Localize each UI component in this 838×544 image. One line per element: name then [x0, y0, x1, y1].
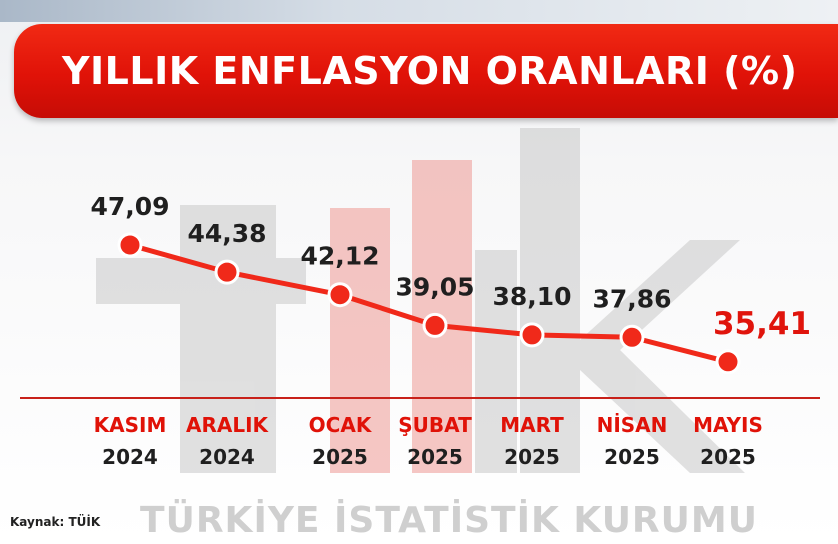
x-tick-label-month: MAYIS [693, 413, 763, 437]
x-tick-label-month: NİSAN [597, 413, 668, 437]
data-label: 37,86 [592, 284, 671, 313]
x-tick-label-year: 2025 [407, 445, 463, 469]
x-tick-label-year: 2025 [700, 445, 756, 469]
x-tick-label-month: KASIM [94, 413, 167, 437]
x-tick-label-year: 2024 [102, 445, 158, 469]
data-point [117, 232, 143, 258]
chart-title: YILLIK ENFLASYON ORANLARI (%) [62, 49, 798, 93]
top-strip [0, 0, 838, 22]
data-label: 47,09 [90, 192, 169, 221]
title-banner [14, 24, 838, 118]
data-label: 42,12 [300, 242, 379, 271]
source-note: Kaynak: TÜİK [10, 515, 101, 529]
tuik-watermark-logo [96, 128, 745, 473]
data-point [422, 312, 448, 338]
data-label: 35,41 [713, 306, 811, 342]
x-tick-label-year: 2024 [199, 445, 255, 469]
footer-watermark: TÜRKİYE İSTATİSTİK KURUMU [140, 500, 758, 541]
data-point [619, 324, 645, 350]
x-tick-label-year: 2025 [312, 445, 368, 469]
x-tick-label-month: ŞUBAT [398, 413, 472, 437]
x-tick-label-month: ARALIK [186, 413, 270, 437]
x-tick-label-year: 2025 [504, 445, 560, 469]
data-label: 39,05 [395, 272, 474, 301]
data-label: 38,10 [492, 282, 571, 311]
data-point [327, 282, 353, 308]
data-label: 44,38 [187, 219, 266, 248]
x-tick-label-month: MART [500, 413, 564, 437]
data-point [214, 259, 240, 285]
x-tick-label-year: 2025 [604, 445, 660, 469]
data-point [715, 349, 741, 375]
x-tick-label-month: OCAK [309, 413, 373, 437]
data-point [519, 322, 545, 348]
